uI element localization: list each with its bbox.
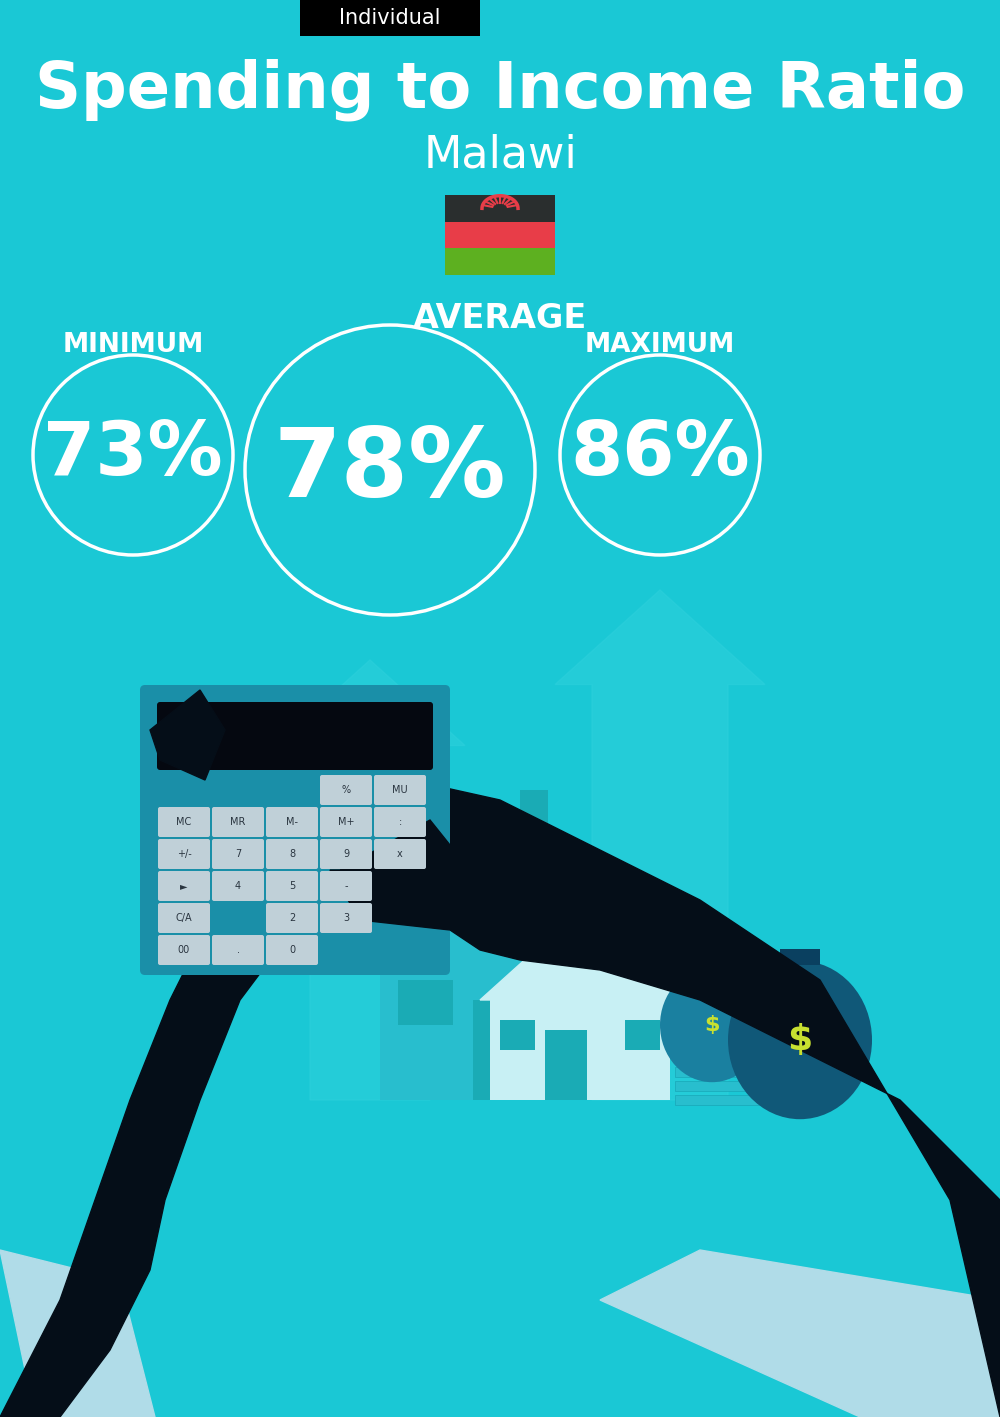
FancyBboxPatch shape <box>320 839 372 869</box>
Polygon shape <box>0 870 300 1417</box>
Polygon shape <box>0 1250 155 1417</box>
Text: MC: MC <box>176 818 192 828</box>
Text: 8: 8 <box>289 849 295 859</box>
Bar <box>675 1053 775 1063</box>
Text: MINIMUM: MINIMUM <box>62 332 204 359</box>
Text: MAXIMUM: MAXIMUM <box>585 332 735 359</box>
Bar <box>558 981 613 1024</box>
FancyBboxPatch shape <box>212 808 264 837</box>
FancyBboxPatch shape <box>374 808 426 837</box>
Text: +/-: +/- <box>177 849 191 859</box>
FancyBboxPatch shape <box>320 903 372 932</box>
Bar <box>583 890 605 935</box>
FancyBboxPatch shape <box>320 775 372 805</box>
Text: Spending to Income Ratio: Spending to Income Ratio <box>35 58 965 122</box>
Text: MU: MU <box>392 785 408 795</box>
Ellipse shape <box>660 968 764 1083</box>
Polygon shape <box>330 779 1000 1417</box>
Text: MR: MR <box>230 818 246 828</box>
Polygon shape <box>480 910 680 1000</box>
Bar <box>545 1030 587 1100</box>
Text: M-: M- <box>286 818 298 828</box>
Bar <box>398 981 453 1024</box>
Text: $: $ <box>787 1023 813 1057</box>
Text: 3: 3 <box>343 913 349 922</box>
Bar <box>520 791 548 850</box>
FancyBboxPatch shape <box>158 839 210 869</box>
Polygon shape <box>555 589 765 1100</box>
FancyBboxPatch shape <box>266 808 318 837</box>
Polygon shape <box>360 820 640 949</box>
Polygon shape <box>150 690 225 779</box>
FancyBboxPatch shape <box>158 903 210 932</box>
Text: 9: 9 <box>343 849 349 859</box>
Bar <box>490 1000 670 1100</box>
FancyBboxPatch shape <box>266 839 318 869</box>
Bar <box>675 1067 775 1077</box>
FancyBboxPatch shape <box>320 808 372 837</box>
Text: M+: M+ <box>338 818 354 828</box>
FancyBboxPatch shape <box>212 871 264 901</box>
FancyBboxPatch shape <box>140 684 450 975</box>
Text: %: % <box>341 785 351 795</box>
FancyBboxPatch shape <box>212 935 264 965</box>
Text: 2: 2 <box>289 913 295 922</box>
Polygon shape <box>330 820 470 930</box>
FancyBboxPatch shape <box>374 839 426 869</box>
Text: 7: 7 <box>235 849 241 859</box>
Text: -: - <box>344 881 348 891</box>
Bar <box>675 1095 775 1105</box>
Bar <box>500 1020 535 1050</box>
Bar <box>675 1081 775 1091</box>
Text: 86%: 86% <box>570 418 750 492</box>
Bar <box>780 949 820 965</box>
FancyBboxPatch shape <box>300 0 480 35</box>
Text: Individual: Individual <box>339 9 441 28</box>
Text: .: . <box>237 945 240 955</box>
Bar <box>473 1000 527 1100</box>
FancyBboxPatch shape <box>157 701 433 769</box>
Bar <box>675 969 775 979</box>
Text: 0: 0 <box>289 945 295 955</box>
Bar <box>445 196 555 221</box>
Text: 73%: 73% <box>43 418 223 492</box>
Bar <box>675 1024 775 1034</box>
FancyBboxPatch shape <box>266 935 318 965</box>
Text: ►: ► <box>180 881 188 891</box>
FancyBboxPatch shape <box>266 903 318 932</box>
Polygon shape <box>600 1250 1000 1417</box>
Text: 78%: 78% <box>274 424 506 517</box>
Text: 4: 4 <box>235 881 241 891</box>
FancyBboxPatch shape <box>158 808 210 837</box>
Text: x: x <box>397 849 403 859</box>
Text: C/A: C/A <box>176 913 192 922</box>
FancyBboxPatch shape <box>158 871 210 901</box>
Bar <box>625 1020 660 1050</box>
Bar <box>675 1039 775 1049</box>
Bar <box>675 1010 775 1022</box>
Text: 00: 00 <box>178 945 190 955</box>
Text: 5: 5 <box>289 881 295 891</box>
Polygon shape <box>275 660 465 1100</box>
Text: Malawi: Malawi <box>423 133 577 177</box>
Text: :: : <box>398 818 402 828</box>
Bar <box>445 221 555 248</box>
Bar <box>380 949 620 1100</box>
FancyBboxPatch shape <box>158 935 210 965</box>
Bar <box>697 958 727 972</box>
Bar <box>675 983 775 993</box>
FancyBboxPatch shape <box>212 839 264 869</box>
Bar <box>675 998 775 1007</box>
Text: $: $ <box>704 1015 720 1034</box>
FancyBboxPatch shape <box>320 871 372 901</box>
Text: AVERAGE: AVERAGE <box>413 302 587 334</box>
FancyBboxPatch shape <box>266 871 318 901</box>
FancyBboxPatch shape <box>374 775 426 805</box>
Bar <box>445 248 555 275</box>
Ellipse shape <box>728 961 872 1119</box>
